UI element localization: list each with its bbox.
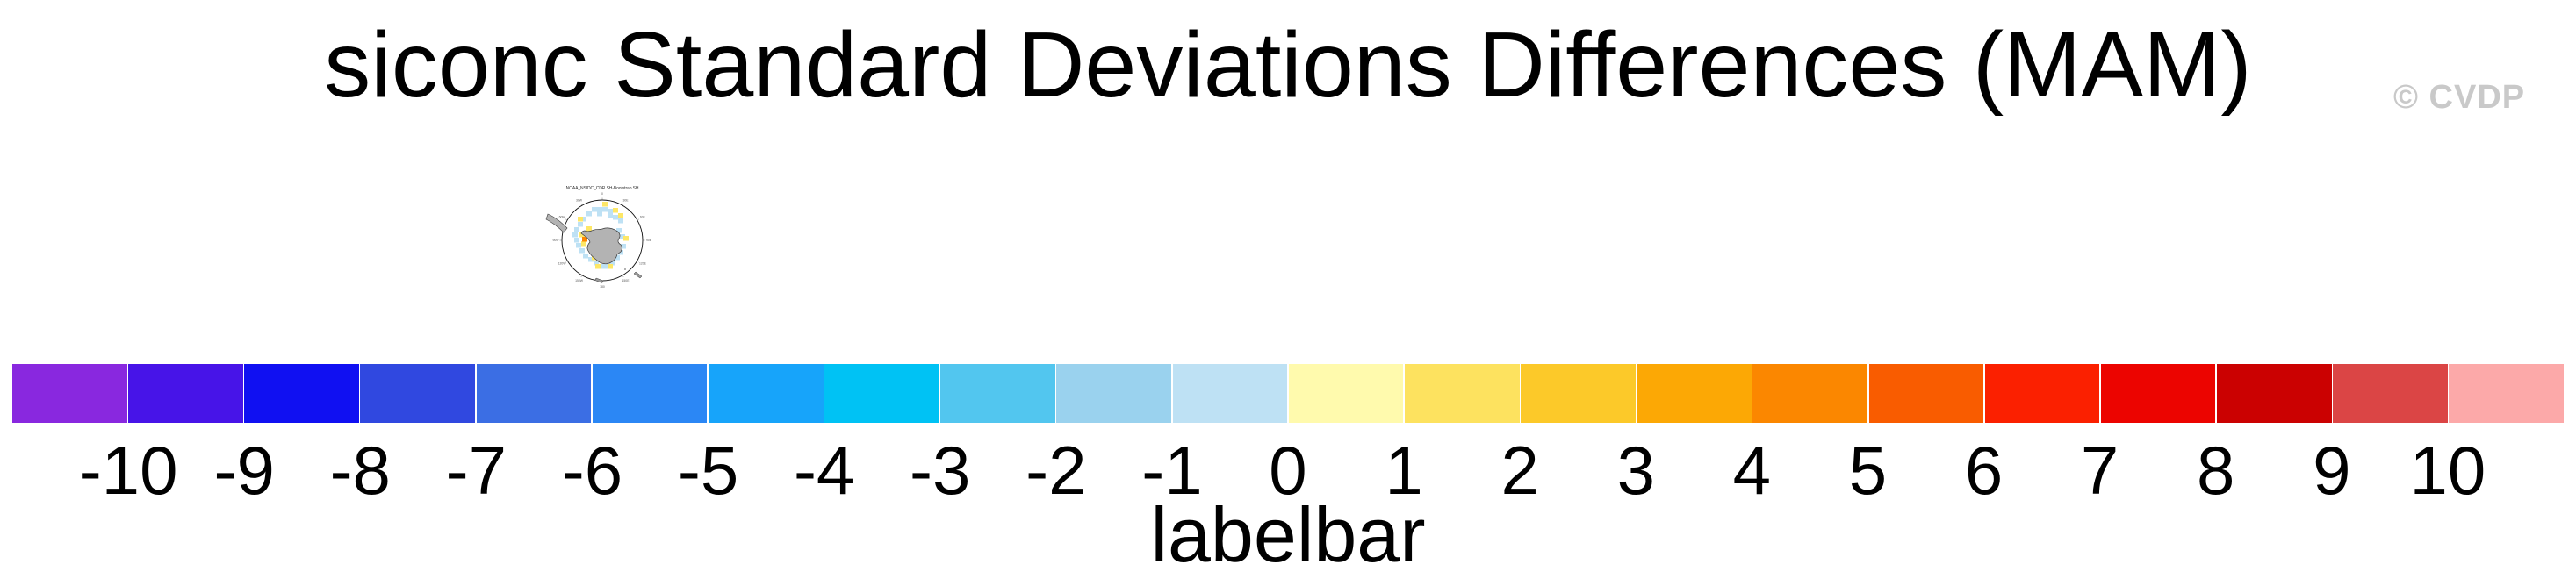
south-america-tip: [545, 213, 568, 233]
colorbar-tick-label: -5: [677, 432, 739, 509]
colorbar-segment: [128, 364, 243, 423]
colorbar-segment: [2100, 364, 2216, 423]
colorbar-tick-label: -8: [329, 432, 391, 509]
colorbar-segment: [1288, 364, 1404, 423]
colorbar-tick-label: -4: [793, 432, 855, 509]
map-ring-label: 90E: [646, 239, 652, 242]
map-ring-label: 30E: [622, 198, 629, 202]
map-ring-label: 180: [600, 285, 605, 289]
map-ring-label: 120W: [558, 262, 567, 266]
map-coordinate-labels: 0 30E 60E 90E 120E 150E 180 150W 120W 90W 60W 30W: [553, 192, 652, 289]
colorbar-tick-label: 4: [1732, 432, 1772, 509]
colorbar-segment: [940, 364, 1055, 423]
map-ring-label: 150E: [622, 279, 630, 282]
colorbar-segment: [1521, 364, 1636, 423]
colorbar-segment: [2333, 364, 2448, 423]
colorbar: [12, 364, 2564, 423]
map-ring-label: 30W: [576, 198, 583, 202]
colorbar-segment: [1056, 364, 1172, 423]
map-ring-label: 90W: [553, 239, 560, 242]
colorbar-segment: [1404, 364, 1520, 423]
colorbar-segment: [2449, 364, 2564, 423]
map-ring-label: 120E: [639, 262, 647, 266]
map-ring-label: 60W: [559, 216, 566, 219]
colorbar-tick-label: -3: [910, 432, 971, 509]
colorbar-segment: [360, 364, 476, 423]
antarctica-landmass: [580, 227, 622, 265]
colorbar-tick-label: 9: [2313, 432, 2351, 509]
colorbar-segment: [244, 364, 359, 423]
colorbar-tick-label: 10: [2409, 432, 2486, 509]
colorbar-segment: [12, 364, 127, 423]
colorbar-ticks: -10 -9 -8 -7 -6 -5 -4 -3 -2 -1 0 1 2 3 4 5 6 7 8 9 10: [0, 436, 2576, 506]
colorbar-tick-label: 6: [1964, 432, 2004, 509]
colorbar-tick-label: -10: [78, 432, 178, 509]
map-ring-label: 150W: [575, 279, 584, 282]
colorbar-segment: [1868, 364, 1984, 423]
colorbar-tick-label: -1: [1141, 432, 1203, 509]
antarctic-map-panel: NOAA_NSIDC_CDR SH-Bootstrap SH 0 30E 60E 90…: [519, 178, 686, 323]
colorbar-segment: [824, 364, 939, 423]
cvdp-watermark: © CVDP: [2393, 79, 2526, 116]
sea-ice-difference-cells: [572, 202, 629, 269]
island-bottom-center: [594, 277, 604, 283]
colorbar-segment: [592, 364, 708, 423]
colorbar-segment: [1637, 364, 1752, 423]
colorbar-tick-label: 2: [1500, 432, 1539, 509]
colorbar-tick-label: 7: [2080, 432, 2119, 509]
colorbar-segment: [1172, 364, 1288, 423]
colorbar-tick-label: 3: [1616, 432, 1655, 509]
colorbar-tick-label: 8: [2197, 432, 2235, 509]
map-ring-label: 60E: [640, 216, 646, 219]
colorbar-segment: [1752, 364, 1867, 423]
colorbar-segment: [1984, 364, 2100, 423]
colorbar-caption: labelbar: [1150, 491, 1426, 578]
colorbar-tick-label: -7: [445, 432, 507, 509]
colorbar-tick-label: -6: [561, 432, 623, 509]
page-title: siconc Standard Deviations Differences (…: [324, 13, 2252, 117]
map-panel-title: NOAA_NSIDC_CDR SH-Bootstrap SH: [566, 186, 639, 191]
islet: [624, 268, 626, 270]
colorbar-tick-label: -9: [213, 432, 275, 509]
colorbar-segment: [476, 364, 592, 423]
colorbar-tick-label: -2: [1025, 432, 1087, 509]
island-bottom-right: [633, 271, 643, 279]
colorbar-tick-label: 0: [1269, 432, 1307, 509]
colorbar-segment: [2216, 364, 2332, 423]
colorbar-tick-label: 5: [1848, 432, 1888, 509]
colorbar-segment: [708, 364, 824, 423]
colorbar-tick-label: 1: [1385, 432, 1423, 509]
south-polar-map: NOAA_NSIDC_CDR SH-Bootstrap SH 0 30E 60E 90…: [545, 186, 652, 289]
map-ring-label: 0: [601, 192, 603, 196]
